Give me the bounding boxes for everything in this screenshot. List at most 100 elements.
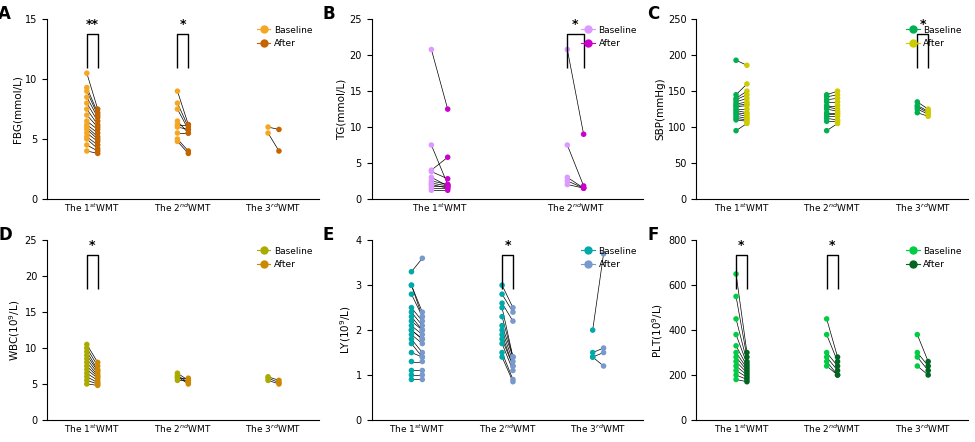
Point: [494, 282, 510, 289]
Legend: Baseline, After: Baseline, After: [255, 245, 314, 271]
Point: [830, 109, 845, 116]
Point: [271, 381, 287, 388]
Point: [739, 376, 755, 383]
Point: [79, 136, 95, 143]
Point: [596, 250, 611, 257]
Point: [414, 327, 430, 334]
Point: [414, 354, 430, 361]
Point: [414, 371, 430, 378]
Point: [90, 133, 105, 140]
Point: [728, 362, 744, 370]
Point: [494, 313, 510, 320]
Point: [819, 93, 835, 100]
Point: [739, 120, 755, 127]
Point: [90, 375, 105, 382]
Point: [910, 331, 925, 338]
Point: [414, 313, 430, 320]
Point: [90, 141, 105, 149]
Point: [90, 373, 105, 380]
Point: [170, 106, 185, 113]
Point: [920, 110, 936, 118]
Point: [920, 113, 936, 120]
Point: [271, 379, 287, 386]
Point: [596, 362, 611, 370]
Point: [90, 379, 105, 386]
Point: [728, 116, 744, 123]
Point: [90, 362, 105, 370]
Point: [404, 358, 419, 365]
Point: [739, 100, 755, 107]
Point: [830, 354, 845, 361]
Point: [739, 106, 755, 113]
Point: [728, 342, 744, 349]
Point: [79, 344, 95, 351]
Point: [180, 381, 196, 388]
Point: [830, 102, 845, 109]
Point: [79, 133, 95, 140]
Point: [90, 114, 105, 121]
Point: [180, 121, 196, 128]
Point: [739, 369, 755, 376]
Point: [414, 331, 430, 338]
Point: [819, 106, 835, 113]
Point: [79, 106, 95, 113]
Point: [180, 130, 196, 137]
Legend: Baseline, After: Baseline, After: [904, 24, 963, 50]
Point: [494, 304, 510, 311]
Point: [79, 341, 95, 348]
Point: [79, 94, 95, 101]
Point: [90, 126, 105, 133]
Point: [170, 121, 185, 128]
Point: [920, 106, 936, 113]
Point: [728, 99, 744, 106]
Point: [90, 121, 105, 128]
Point: [440, 106, 455, 113]
Point: [560, 181, 575, 188]
Point: [739, 62, 755, 69]
Point: [739, 110, 755, 118]
Point: [90, 377, 105, 384]
Point: [819, 96, 835, 103]
Text: *: *: [89, 239, 96, 252]
Point: [404, 313, 419, 320]
Point: [79, 121, 95, 128]
Point: [90, 370, 105, 377]
Point: [920, 362, 936, 370]
Text: A: A: [0, 5, 11, 23]
Text: *: *: [572, 18, 579, 31]
Point: [180, 375, 196, 382]
Point: [90, 359, 105, 366]
Point: [576, 131, 592, 138]
Point: [90, 138, 105, 145]
Point: [739, 80, 755, 88]
Point: [739, 367, 755, 374]
Point: [739, 95, 755, 102]
Point: [576, 185, 592, 192]
Point: [728, 113, 744, 120]
Point: [79, 348, 95, 355]
Point: [505, 354, 521, 361]
Text: *: *: [829, 239, 836, 252]
Legend: Baseline, After: Baseline, After: [255, 24, 314, 50]
Text: D: D: [0, 226, 12, 244]
Point: [585, 327, 601, 334]
Y-axis label: WBC(10$^{9}$/L): WBC(10$^{9}$/L): [7, 300, 22, 361]
Point: [830, 95, 845, 102]
Point: [170, 88, 185, 95]
Point: [414, 327, 430, 334]
Point: [414, 335, 430, 343]
Point: [79, 130, 95, 137]
Point: [404, 304, 419, 311]
Point: [728, 106, 744, 113]
Point: [739, 378, 755, 385]
Point: [423, 46, 439, 53]
Point: [79, 355, 95, 362]
Point: [920, 108, 936, 115]
Point: [728, 110, 744, 118]
Point: [180, 126, 196, 133]
Point: [79, 141, 95, 149]
Point: [830, 110, 845, 118]
Point: [90, 150, 105, 157]
Point: [819, 354, 835, 361]
Point: [830, 120, 845, 127]
